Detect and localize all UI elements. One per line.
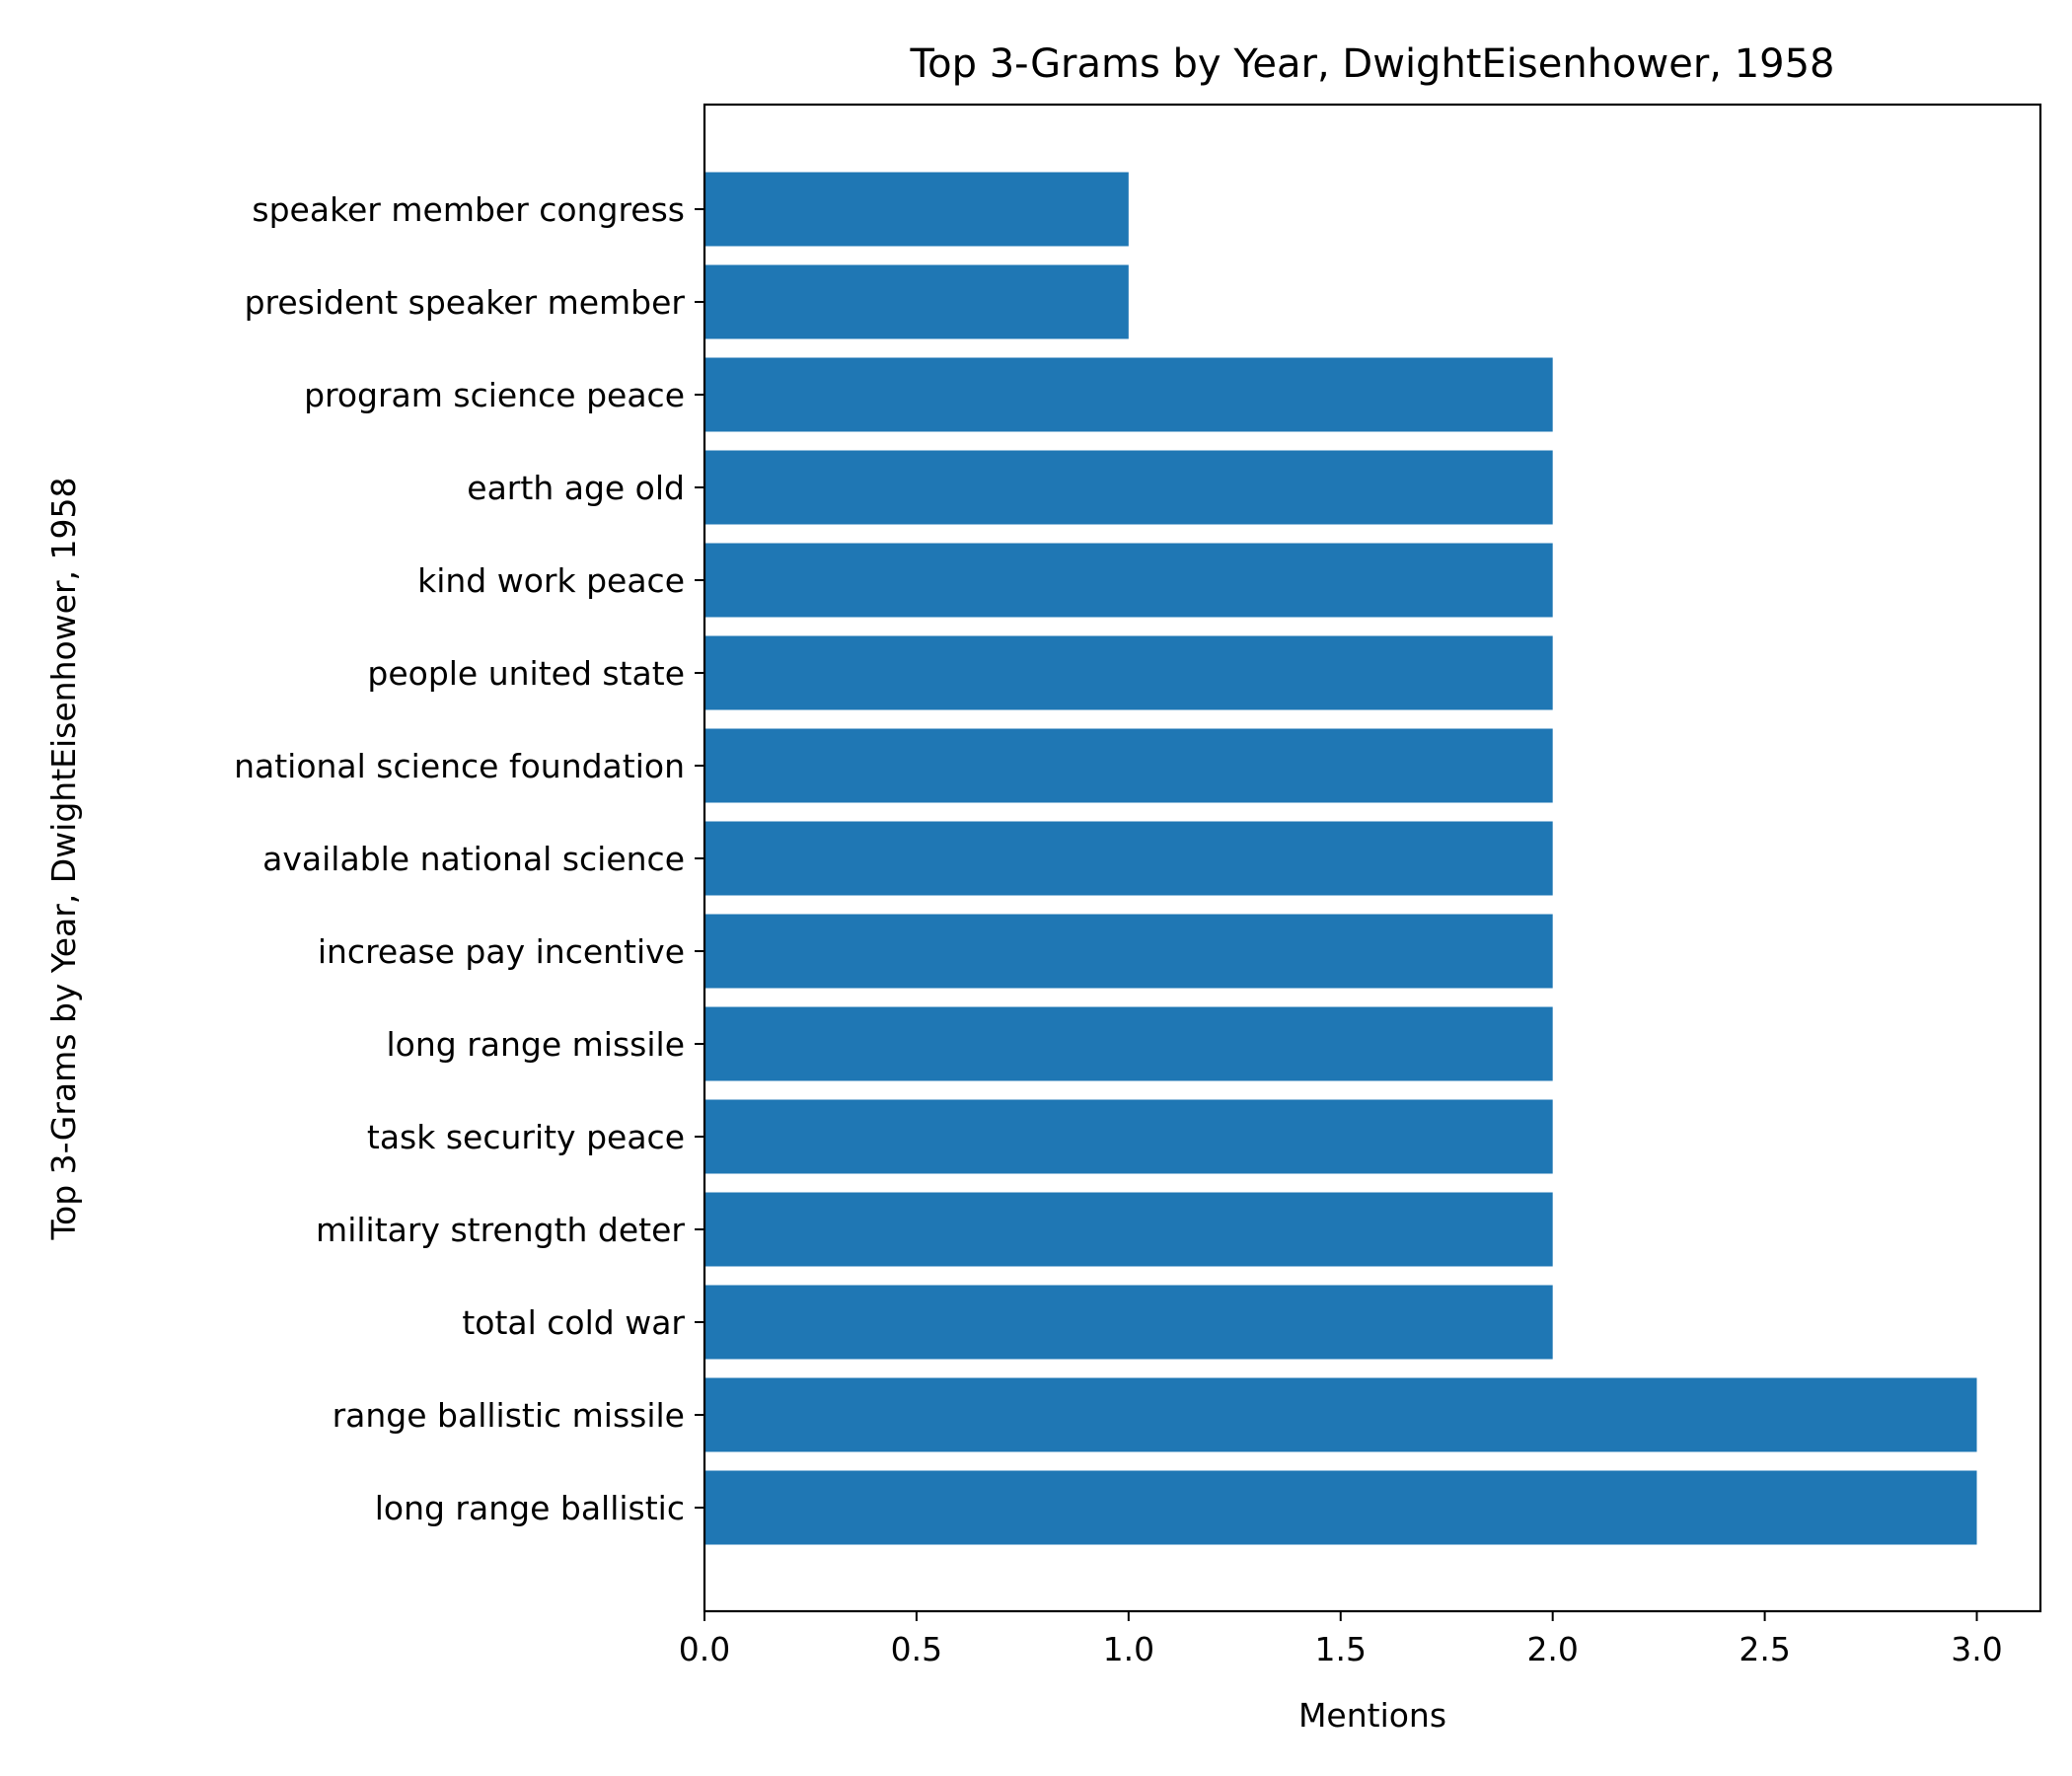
x-tick-label-1: 0.5 (891, 1630, 942, 1668)
y-tick-label-5: long range missile (387, 1025, 686, 1064)
bar-12 (704, 357, 1553, 432)
bar-2 (704, 1285, 1553, 1360)
y-tick-label-7: available national science (262, 840, 685, 878)
x-tick-label-0: 0.0 (679, 1630, 730, 1668)
x-tick-label-2: 1.0 (1103, 1630, 1154, 1668)
chart-title: Top 3-Grams by Year, DwightEisenhower, 1… (910, 41, 1835, 87)
bar-9 (704, 635, 1553, 710)
bars-group (704, 172, 1977, 1545)
bar-5 (704, 1006, 1553, 1081)
x-tick-label-3: 1.5 (1315, 1630, 1367, 1668)
y-tick-label-13: president speaker member (245, 283, 686, 322)
bar-1 (704, 1377, 1977, 1452)
bar-13 (704, 264, 1129, 339)
y-axis-title: Top 3-Grams by Year, DwightEisenhower, 1… (44, 477, 83, 1240)
y-tick-label-6: increase pay incentive (318, 932, 685, 971)
y-tick-label-14: speaker member congress (252, 190, 685, 229)
x-axis-title: Mentions (1298, 1696, 1446, 1735)
x-tick-label-6: 3.0 (1951, 1630, 2002, 1668)
bar-8 (704, 728, 1553, 803)
bar-4 (704, 1099, 1553, 1174)
x-tick-label-5: 2.5 (1739, 1630, 1790, 1668)
y-tick-label-2: total cold war (462, 1303, 685, 1342)
bar-14 (704, 172, 1129, 247)
bar-11 (704, 450, 1553, 525)
y-tick-label-1: range ballistic missile (333, 1396, 685, 1435)
y-tick-label-11: earth age old (467, 469, 685, 507)
y-tick-label-9: people united state (367, 654, 685, 693)
y-tick-label-4: task security peace (367, 1118, 685, 1156)
y-tick-label-10: kind work peace (417, 561, 685, 600)
plot-frame (703, 103, 2042, 1613)
bar-7 (704, 821, 1553, 896)
bar-3 (704, 1192, 1553, 1267)
y-tick-label-12: program science peace (304, 376, 685, 414)
bar-0 (704, 1470, 1977, 1545)
y-tick-label-0: long range ballistic (375, 1489, 685, 1527)
y-tick-label-8: national science foundation (234, 747, 685, 785)
x-tick-label-4: 2.0 (1526, 1630, 1578, 1668)
y-tick-label-3: military strength deter (316, 1211, 685, 1249)
bar-6 (704, 914, 1553, 989)
bar-10 (704, 543, 1553, 618)
y-axis-ticks: long range ballistic range ballistic miss… (234, 190, 704, 1527)
x-axis-ticks: 0.0 0.5 1.0 1.5 2.0 2.5 3.0 (679, 1611, 2003, 1668)
